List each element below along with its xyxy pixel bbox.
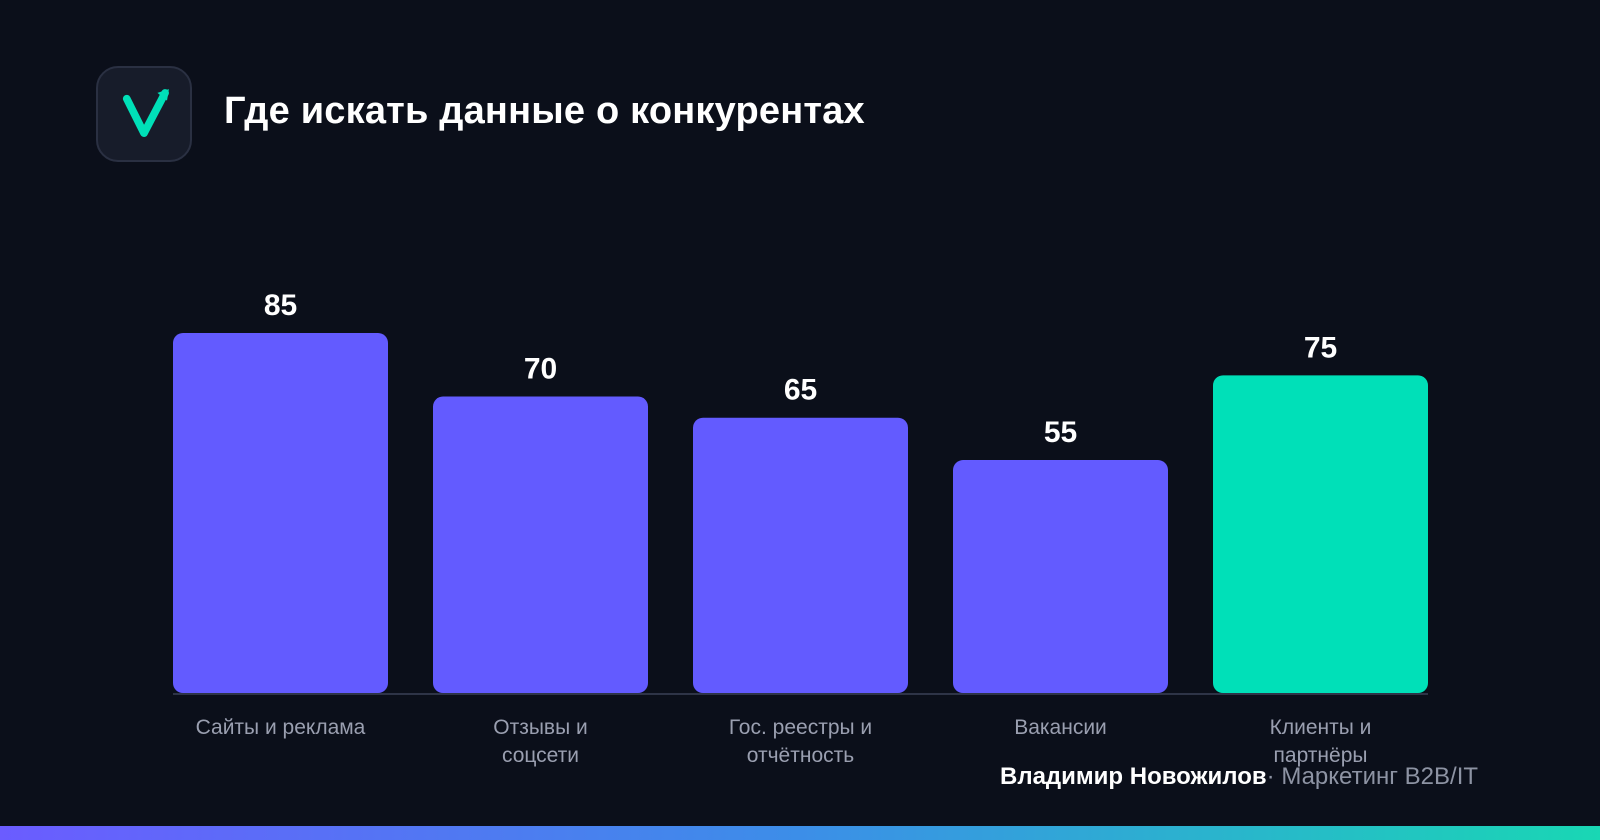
page-title: Где искать данные о конкурентах [224,90,865,132]
category-label: Гос. реестры и [729,716,872,739]
category-label: соцсети [502,744,579,767]
checkmark-arrow-icon [122,89,169,138]
credit-separator: · [1266,763,1275,790]
data-label: 55 [1044,416,1077,449]
bar [433,396,648,693]
category-label: Клиенты и [1270,716,1372,739]
bar [1213,375,1428,693]
category-label: отчётность [747,744,854,767]
author-credit: Владимир Новожилов· Маркетинг B2B/IT [1000,763,1478,791]
logo [96,66,192,162]
bar [693,417,908,693]
data-label: 65 [784,374,817,407]
author-name: Владимир Новожилов [1000,763,1267,790]
category-label: партнёры [1274,744,1368,767]
category-label: Сайты и реклама [196,716,366,739]
author-role: Маркетинг B2B/IT [1281,763,1479,790]
category-label: Вакансии [1014,716,1107,739]
data-label: 85 [264,289,297,322]
bar [953,460,1168,693]
category-label: Отзывы и [493,716,588,739]
gradient-bottom-bar [0,826,1600,840]
bar [173,333,388,693]
data-label: 75 [1304,331,1337,364]
data-label: 70 [524,353,557,386]
